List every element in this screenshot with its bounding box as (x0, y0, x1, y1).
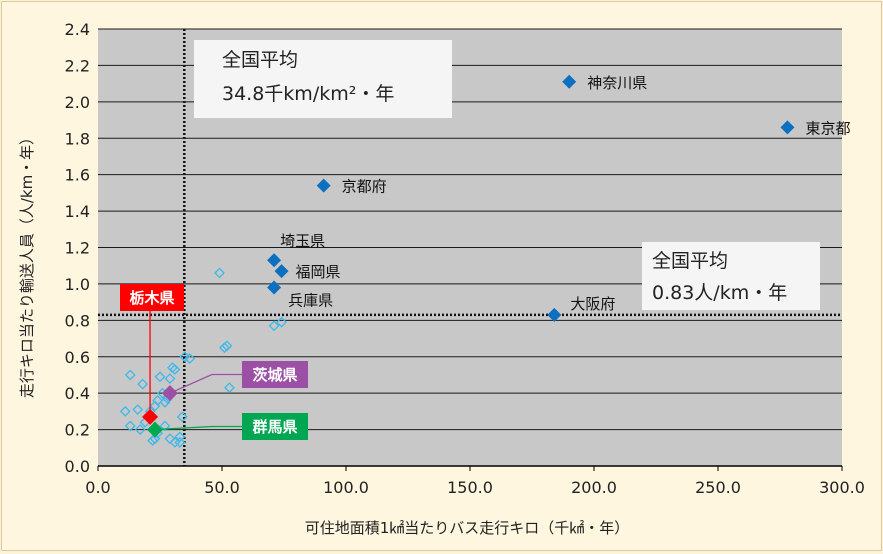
y-axis-label: 走行キロ当たり輸送人員（人/km・年） (18, 130, 36, 398)
y-tick-label: 1.6 (65, 166, 90, 185)
x-axis-ticks: 0.0 50.0 100.0 150.0 200.0 250.0 300.0 (85, 466, 865, 497)
y-tick-label: 0.8 (65, 311, 90, 330)
highlight-label: 栃木県 (129, 289, 174, 307)
avg-label-vertical-line2: 34.8千km/km²・年 (222, 83, 394, 105)
highlight-label: 茨城県 (252, 366, 297, 384)
x-tick-label: 50.0 (204, 478, 240, 497)
x-axis-label: 可住地面積1㎢当たりバス走行キロ（千㎢・年） (305, 519, 630, 537)
y-axis-ticks: 0.0 0.2 0.4 0.6 0.8 1.0 1.2 1.4 1.6 1.8 2.0 2.2 2.4 (65, 20, 90, 476)
highlight-label: 群馬県 (252, 418, 297, 436)
y-tick-label: 1.2 (65, 239, 90, 258)
x-tick-label: 200.0 (571, 478, 617, 497)
avg-label-vertical-line1: 全国平均 (222, 49, 298, 71)
x-tick-label: 250.0 (695, 478, 741, 497)
x-tick-label: 150.0 (447, 478, 493, 497)
y-tick-label: 2.0 (65, 93, 90, 112)
point-label: 東京都 (805, 119, 850, 137)
y-tick-label: 0.2 (65, 421, 90, 440)
x-tick-label: 300.0 (819, 478, 865, 497)
avg-label-horizontal-line2: 0.83人/km・年 (652, 282, 787, 304)
x-tick-label: 100.0 (323, 478, 369, 497)
point-label: 埼玉県 (280, 232, 325, 250)
y-tick-label: 0.0 (65, 457, 90, 476)
y-tick-label: 1.4 (65, 202, 90, 221)
y-tick-label: 2.4 (65, 20, 90, 39)
point-label: 大阪府 (570, 295, 615, 313)
y-tick-label: 1.8 (65, 129, 90, 148)
avg-label-horizontal-line1: 全国平均 (652, 250, 728, 272)
y-tick-label: 1.0 (65, 275, 90, 294)
point-label: 神奈川県 (587, 74, 647, 92)
point-label: 福岡県 (296, 263, 341, 281)
point-label: 京都府 (342, 178, 387, 196)
point-label: 兵庫県 (288, 292, 333, 310)
y-tick-label: 0.6 (65, 348, 90, 367)
x-tick-label: 0.0 (85, 478, 110, 497)
y-tick-label: 0.4 (65, 384, 90, 403)
y-tick-label: 2.2 (65, 56, 90, 75)
